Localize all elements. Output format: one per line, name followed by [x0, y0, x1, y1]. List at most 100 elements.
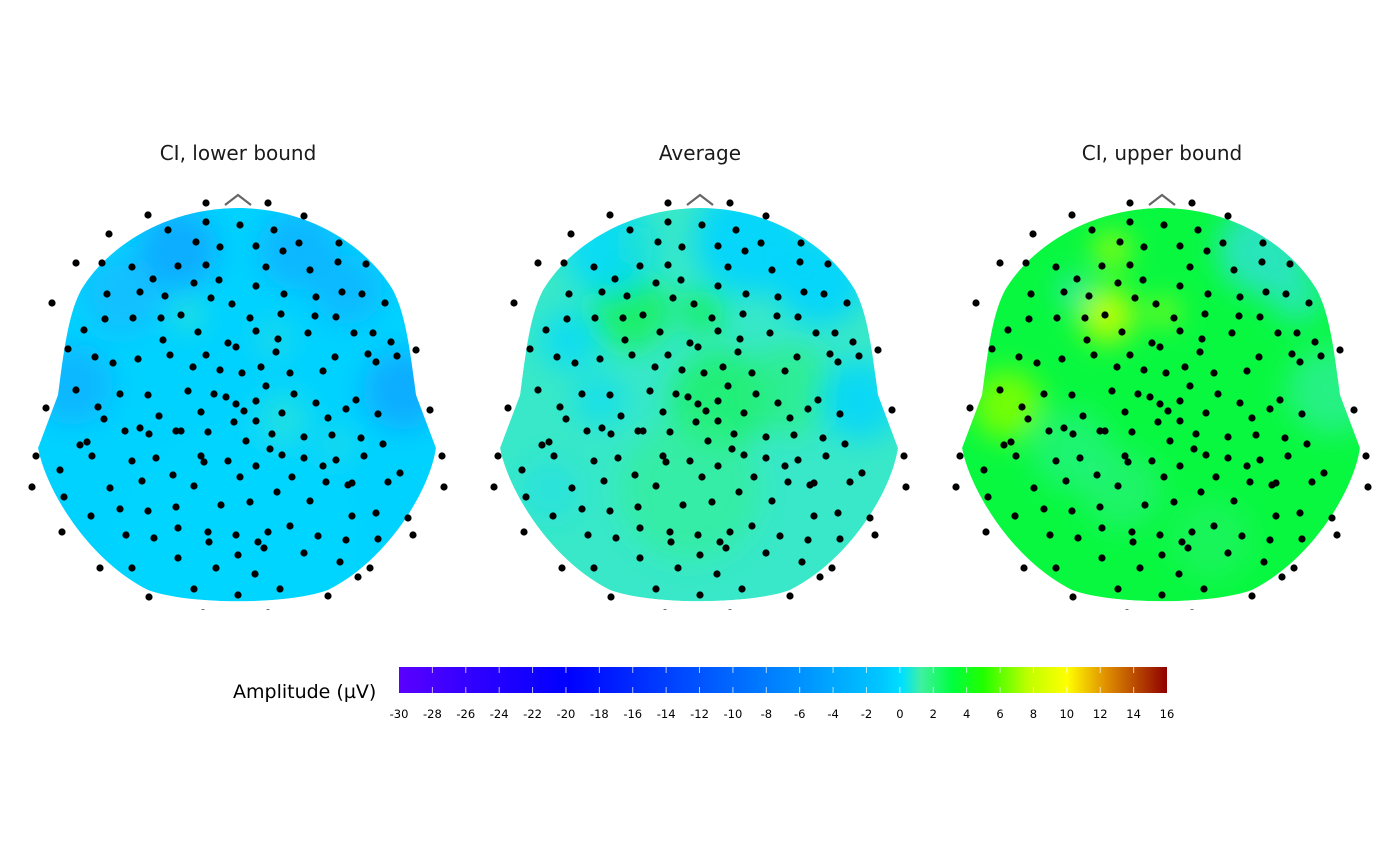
electrode-dot	[1236, 293, 1244, 301]
electrode-dot	[98, 259, 106, 267]
electrode-dot	[1252, 431, 1260, 439]
electrode-dot	[1210, 522, 1218, 530]
electrode-dot	[1178, 538, 1186, 546]
electrode-dot	[129, 314, 137, 322]
electrode-dot	[1176, 462, 1184, 470]
electrode-dot	[342, 536, 350, 544]
colorbar-tick-label: -20	[556, 707, 576, 721]
electrode-dot	[757, 239, 765, 247]
electrode-dot	[858, 469, 866, 477]
electrode-dot	[103, 290, 111, 298]
electrode-dot	[553, 353, 561, 361]
electrode-dot	[794, 456, 802, 464]
electrode-dot	[735, 488, 743, 496]
electrode-dot	[1126, 199, 1134, 207]
electrode-dot	[387, 338, 395, 346]
electrode-dot	[739, 310, 747, 318]
electrode-dot	[1146, 393, 1154, 401]
electrode-dot	[122, 531, 130, 539]
electrode-dot	[534, 259, 542, 267]
topomap-upper	[952, 190, 1372, 610]
electrode-dot	[1141, 501, 1149, 509]
electrode-dot	[664, 199, 672, 207]
electrode-dot	[1202, 409, 1210, 417]
electrode-dot	[664, 261, 672, 269]
electrode-dot	[984, 493, 992, 501]
panel-title-lower: CI, lower bound	[159, 141, 317, 165]
electrode-dot	[724, 382, 732, 390]
electrode-dot	[1201, 310, 1209, 318]
electrode-dot	[1278, 573, 1286, 581]
electrode-dot	[440, 483, 448, 491]
electrode-dot	[210, 390, 218, 398]
electrode-dot	[982, 528, 990, 536]
electrode-dot	[328, 431, 336, 439]
electrode-dot	[145, 430, 153, 438]
electrode-dot	[1128, 428, 1136, 436]
electrode-dot	[607, 593, 615, 601]
electrode-dot	[1126, 218, 1134, 226]
electrode-dot	[342, 405, 350, 413]
electrode-dot	[80, 326, 88, 334]
electrode-dot	[1156, 531, 1164, 539]
electrode-dot	[793, 353, 801, 361]
electrode-dot	[1114, 585, 1122, 593]
electrode-dot	[1328, 514, 1336, 522]
electrode-dot	[56, 466, 64, 474]
electrode-dot	[786, 414, 794, 422]
electrode-dot	[366, 564, 374, 572]
electrode-dot	[1128, 528, 1136, 536]
electrode-dot	[724, 263, 732, 271]
electrode-dot	[1062, 477, 1070, 485]
electrode-dot	[155, 412, 163, 420]
electrode-dot	[828, 564, 836, 572]
electrode-dot	[672, 390, 680, 398]
electrode-dot	[72, 386, 80, 394]
electrode-dot	[152, 454, 160, 462]
electrode-dot	[232, 400, 240, 408]
electrode-dot	[128, 564, 136, 572]
electrode-dot	[563, 315, 571, 323]
electrode-dot	[1260, 558, 1268, 566]
electrode-dot	[996, 386, 1004, 394]
electrode-dot	[679, 501, 687, 509]
electrode-dot	[611, 275, 619, 283]
electrode-dot	[76, 441, 84, 449]
electrode-dot	[560, 259, 568, 267]
electrode-dot	[1320, 469, 1328, 477]
electrode-dot	[157, 314, 165, 322]
electrode-dot	[1020, 564, 1028, 572]
electrode-dot	[48, 299, 56, 307]
electrode-dot	[826, 350, 834, 358]
electrode-dot	[1188, 528, 1196, 536]
electrode-dot	[545, 438, 553, 446]
electrode-dot	[144, 507, 152, 515]
electrode-dot	[215, 276, 223, 284]
electrode-dot	[331, 353, 339, 361]
electrode-dot	[578, 505, 586, 513]
electrode-dot	[617, 412, 625, 420]
electrode-dot	[264, 528, 272, 536]
electrode-dot	[708, 314, 716, 322]
electrode-dot	[348, 512, 356, 520]
electrode-dot	[177, 427, 185, 435]
electrode-dot	[172, 427, 180, 435]
electrode-dot	[855, 352, 863, 360]
electrode-dot	[350, 329, 358, 337]
electrode-dot	[161, 292, 169, 300]
electrode-dot	[663, 609, 667, 610]
colorbar-tick-label: -22	[523, 707, 542, 721]
electrode-dot	[1027, 290, 1035, 298]
electrode-dot	[584, 531, 592, 539]
electrode-dot	[290, 390, 298, 398]
electrode-dot	[251, 570, 259, 578]
electrode-dot	[752, 390, 760, 398]
electrode-dot	[1125, 609, 1129, 610]
electrode-dot	[1068, 211, 1076, 219]
electrode-dot	[606, 391, 614, 399]
electrode-dot	[686, 339, 694, 347]
electrode-dot	[300, 433, 308, 441]
electrode-dot	[1000, 441, 1008, 449]
electrode-dot	[242, 437, 250, 445]
electrode-dot	[1219, 239, 1227, 247]
